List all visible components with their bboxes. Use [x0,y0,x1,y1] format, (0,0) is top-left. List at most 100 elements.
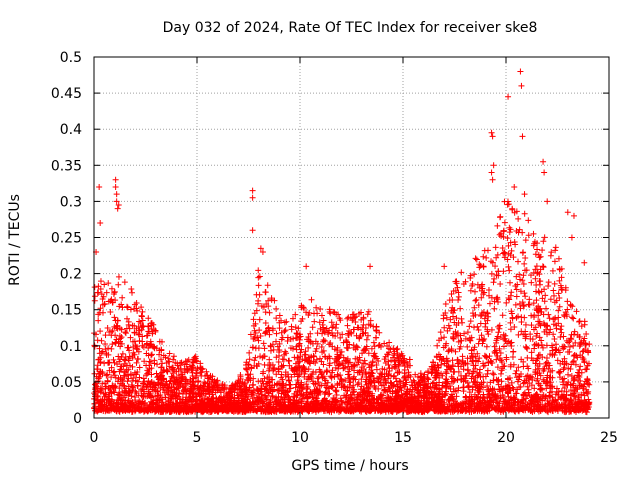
data-point [510,348,517,355]
data-point [538,337,545,344]
data-point [360,321,367,328]
data-point [97,278,104,285]
data-point [516,226,523,233]
data-point [122,330,129,337]
data-point [297,391,304,398]
data-point [282,382,289,389]
data-point [467,337,474,344]
data-point [211,377,218,384]
data-point [578,323,585,330]
data-point [347,397,354,404]
data-point [513,314,520,321]
data-point [114,317,121,324]
data-point [335,365,342,372]
data-point [117,374,124,381]
data-point [498,359,505,366]
data-point [323,325,330,332]
data-point [126,362,133,369]
data-point [487,379,494,386]
data-point [133,300,140,307]
data-point [394,369,401,376]
data-point [251,357,258,364]
data-point [204,380,211,387]
data-point [321,338,328,345]
data-point [315,379,322,386]
data-point [119,294,126,301]
data-point [558,329,565,336]
data-point [502,337,509,344]
data-point [164,367,171,374]
data-point [381,340,388,347]
data-point [469,358,476,365]
data-point [566,343,573,350]
data-point [329,384,336,391]
data-point [520,272,527,279]
data-point [358,376,365,383]
data-point [127,334,134,341]
data-point [262,319,269,326]
data-point [476,366,483,373]
data-point [513,286,520,293]
data-point [495,329,502,336]
data-point [292,311,299,318]
data-point [342,377,349,384]
data-point [167,377,174,384]
data-point [467,287,474,294]
data-point [412,385,419,392]
data-point [354,381,361,388]
data-point [522,293,529,300]
data-point [328,319,335,326]
data-point [138,304,145,311]
data-point [107,308,114,315]
data-point [525,301,532,308]
data-point [135,331,142,338]
data-point [355,380,362,387]
data-point [113,336,120,343]
data-point [525,217,532,224]
data-point [269,327,276,334]
data-point [500,228,507,235]
data-point [198,365,205,372]
data-point [291,371,298,378]
data-point [310,352,317,359]
data-point [368,379,375,386]
data-point [503,299,510,306]
data-point [569,314,576,321]
data-point [552,406,559,413]
data-point [445,396,452,403]
data-point [494,335,501,342]
data-point [373,362,380,369]
data-point [543,305,550,312]
data-point [345,375,352,382]
data-point [448,291,455,298]
data-point [278,371,285,378]
data-point [369,370,376,377]
data-point [341,384,348,391]
data-point [157,356,164,363]
data-point [391,358,398,365]
data-point [381,356,388,363]
data-point [148,320,155,327]
data-point [507,239,514,246]
data-point [367,317,374,324]
data-point [286,396,293,403]
data-point [436,379,443,386]
data-point [107,403,114,410]
data-point [500,343,507,350]
data-point [143,350,150,357]
data-point [534,269,541,276]
data-point [453,315,460,322]
data-point [522,321,529,328]
data-point [555,314,562,321]
data-point [298,318,305,325]
data-point [217,389,224,396]
data-point [266,331,273,338]
data-point [251,310,258,317]
data-point [101,281,108,288]
data-point [551,280,558,287]
data-point [178,378,185,385]
data-point [400,382,407,389]
data-point [148,351,155,358]
data-point [528,279,535,286]
data-point [428,388,435,395]
